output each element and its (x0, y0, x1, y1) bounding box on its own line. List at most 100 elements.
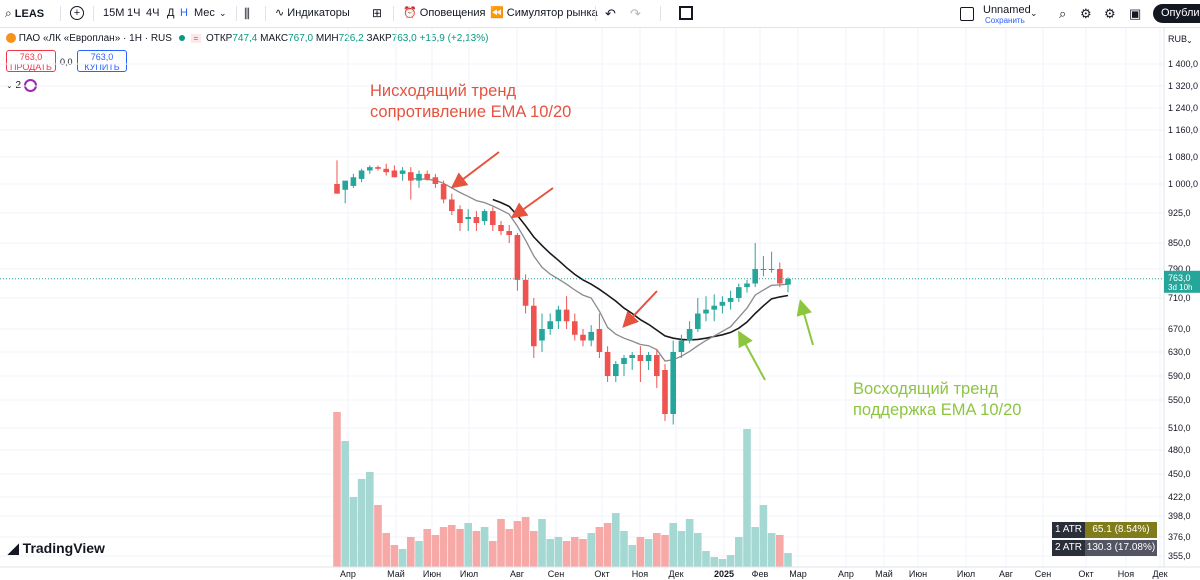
symbol-legend: ПАО «ЛК «Европлан» · 1Н · RUS = ОТКР747,… (6, 33, 488, 44)
interval-w[interactable]: Н (180, 7, 188, 19)
candles-icon[interactable]: ⫼ (244, 6, 250, 21)
volume-bar (644, 539, 653, 567)
replay-button[interactable]: ⏪ Симулятор рынка (490, 0, 598, 27)
candle-body (367, 167, 373, 171)
time-tick-label: Мар (789, 569, 807, 579)
add-symbol-button[interactable]: + (70, 0, 84, 27)
time-tick-label: Окт (594, 569, 609, 579)
redo-icon[interactable]: ↷ (630, 6, 641, 21)
ema10-line (410, 178, 789, 362)
price-tick-label: 398,0 (1168, 511, 1191, 521)
atr-value-2: 130.3 (17.08%) (1085, 540, 1157, 556)
alarm-icon: ⏰ (403, 7, 417, 19)
interval-15m[interactable]: 15М (103, 7, 125, 19)
layout-name[interactable]: Unnamed (983, 4, 1031, 16)
downtrend-line1: Нисходящий тренд (370, 82, 517, 100)
volume-bar (398, 549, 407, 567)
volume-bar (489, 541, 497, 567)
templates-icon[interactable]: ⊞ (372, 6, 383, 20)
layout-dropdown-icon[interactable]: ⌄ (1030, 8, 1038, 18)
candle-body (416, 173, 422, 181)
spread-value: 0,0 (60, 57, 73, 67)
layout-checkbox[interactable] (960, 7, 974, 21)
volume-bar (390, 545, 399, 567)
time-tick-label: Апр (340, 569, 356, 579)
candle-body (449, 199, 455, 212)
volume-bar (341, 441, 349, 567)
interval-dropdown-icon[interactable]: ⌄ (219, 8, 227, 18)
sell-price: 763,0 (19, 52, 43, 62)
sell-label: ПРОДАТЬ (10, 62, 52, 72)
price-tick-label: 670,0 (1168, 324, 1191, 334)
symbol-title[interactable]: ПАО «ЛК «Европлан» · 1Н · RUS (18, 33, 172, 44)
volume-bar (743, 429, 751, 567)
symbol-logo-icon (6, 33, 16, 44)
indicators-button[interactable]: ∿ Индикаторы (275, 0, 350, 27)
volume-bar (726, 555, 735, 567)
candle-body (498, 225, 504, 231)
last-price-text: 763,0 (1168, 273, 1191, 283)
tradingview-logo-icon: ◢ (8, 540, 19, 556)
symbol-label: LEAS (14, 8, 45, 20)
open-value: 747,4 (232, 33, 258, 44)
volume-bar (530, 531, 538, 567)
buy-label: КУПИТЬ (84, 62, 120, 72)
search-icon: ⌕ (5, 6, 12, 20)
buy-button[interactable]: 763,0 КУПИТЬ (77, 50, 127, 72)
volume-bar (349, 497, 358, 567)
candle-body (695, 313, 701, 329)
time-tick-label: 2025 (714, 569, 734, 579)
publish-button[interactable]: Опубликовать (1153, 4, 1200, 23)
ema20-line (492, 198, 789, 341)
interval-4h[interactable]: 4Ч (146, 7, 160, 19)
candle-body (629, 355, 635, 358)
candle-body (432, 177, 439, 184)
sell-button[interactable]: 763,0 ПРОДАТЬ (6, 50, 56, 72)
up-arrow-2 (796, 299, 814, 346)
interval-d[interactable]: Д (167, 7, 175, 19)
ema10-path (410, 178, 789, 362)
ema20-path (492, 198, 789, 341)
candle-body (621, 358, 627, 364)
low-value: 726,2 (338, 33, 364, 44)
candle-body (350, 177, 357, 186)
alerts-button[interactable]: ⏰ Оповещения (403, 0, 485, 27)
time-tick-label: Ноя (632, 569, 649, 579)
camera-icon[interactable]: ▣ (1129, 6, 1142, 21)
candle-body (358, 170, 365, 179)
volume-bar (653, 533, 661, 567)
tradingview-logo[interactable]: ◢ TradingView (8, 540, 105, 557)
price-tick-label: 1 320,0 (1168, 81, 1198, 91)
uptrend-line1: Восходящий тренд (853, 380, 999, 398)
volume-bar (603, 523, 612, 567)
candle-body (424, 173, 430, 179)
volume-bar (694, 533, 702, 567)
time-tick-label: Май (387, 569, 405, 579)
price-tick-label: 422,0 (1168, 492, 1191, 502)
price-tick-label: 355,0 (1168, 551, 1191, 561)
volume-bar (423, 529, 431, 567)
search-icon-right[interactable]: ⌕ (1059, 6, 1067, 21)
close-value: 763,0 (391, 33, 417, 44)
volume-bar (415, 541, 423, 567)
volume-bar (735, 537, 743, 567)
fullscreen-icon[interactable] (679, 4, 693, 22)
legend-eq-icon[interactable]: = (190, 34, 202, 43)
candle-body (580, 334, 586, 341)
down-arrow-3 (622, 290, 658, 328)
candle-body (637, 355, 644, 361)
brand-label: TradingView (22, 540, 105, 556)
candle-body (531, 305, 537, 347)
interval-1h[interactable]: 1Ч (127, 7, 141, 19)
currency-dropdown-icon: ⌄ (1186, 36, 1193, 45)
settings-icon[interactable]: ⚙ (1080, 6, 1092, 21)
candle-body (768, 269, 775, 270)
candle-body (342, 180, 348, 190)
symbol-search[interactable]: ⌕ LEAS (5, 0, 44, 27)
interval-m[interactable]: Мес (194, 7, 215, 19)
volume-bar (767, 533, 776, 567)
gear-icon[interactable]: ⚙ (1104, 6, 1116, 21)
undo-icon[interactable]: ↶ (605, 6, 616, 21)
volume-bar (431, 535, 440, 567)
